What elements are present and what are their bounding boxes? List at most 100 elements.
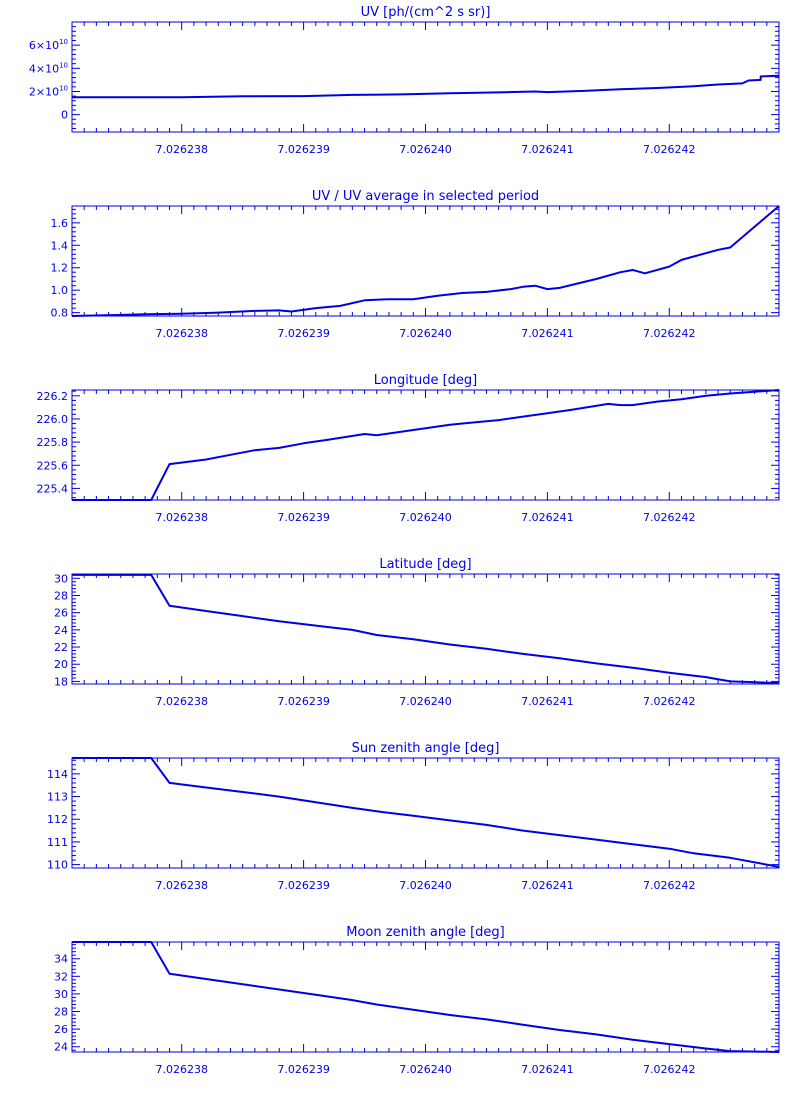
x-tick-label: 7.026238	[155, 327, 208, 340]
y-tick-label-exponent: 10	[59, 38, 68, 46]
y-tick-label-base: 0.8	[51, 307, 69, 320]
y-tick-label: 4×1010	[29, 61, 68, 75]
y-tick-label-base: 1.0	[51, 284, 69, 297]
y-tick-label: 24	[54, 624, 68, 637]
series-line	[71, 205, 780, 317]
x-tick-label: 7.026242	[643, 879, 696, 892]
y-tick-label: 226.0	[37, 413, 69, 426]
y-tick-label: 226.2	[37, 390, 69, 403]
y-tick-label: 225.4	[37, 482, 69, 495]
y-tick-label-base: 111	[47, 836, 68, 849]
series-line	[72, 573, 780, 685]
y-tick-label-base: 0	[61, 109, 68, 122]
y-tick-label-base: 26	[54, 607, 68, 620]
x-tick-label: 7.026238	[155, 143, 208, 156]
y-tick-label-base: 6×10	[29, 39, 59, 52]
y-tick-label: 111	[47, 836, 68, 849]
y-tick-label-base: 20	[54, 658, 68, 671]
y-tick-label: 28	[54, 1006, 68, 1019]
y-tick-label-base: 110	[47, 859, 68, 872]
y-tick-label: 30	[54, 572, 68, 585]
y-tick-label: 34	[54, 953, 68, 966]
y-tick-label-base: 32	[54, 970, 68, 983]
y-tick-label: 22	[54, 641, 68, 654]
x-tick-label: 7.026239	[277, 511, 330, 524]
y-tick-label-base: 22	[54, 641, 68, 654]
y-tick-label: 225.8	[37, 436, 69, 449]
x-tick-label: 7.026241	[521, 879, 574, 892]
x-tick-label: 7.026238	[155, 879, 208, 892]
y-tick-label-base: 114	[47, 768, 68, 781]
y-tick-label-base: 18	[54, 675, 68, 688]
y-tick-label: 2×1010	[29, 84, 68, 98]
x-tick-label: 7.026239	[277, 695, 330, 708]
x-tick-label: 7.026241	[521, 511, 574, 524]
x-tick-label: 7.026239	[277, 879, 330, 892]
y-tick-label: 1.4	[51, 239, 69, 252]
plot-panel-1: UV [ph/(cm^2 s sr)] 7.026238 7.026239 7.026…	[29, 5, 780, 156]
y-tick-label: 225.6	[37, 459, 69, 472]
x-tick-label: 7.026240	[399, 1063, 452, 1076]
y-tick-label-base: 34	[54, 953, 68, 966]
plot-panel-6: Moon zenith angle [deg] 7.026238 7.026239 7…	[54, 925, 780, 1076]
x-tick-label: 7.026239	[277, 143, 330, 156]
y-tick-label: 26	[54, 1023, 68, 1036]
y-tick-label-base: 26	[54, 1023, 68, 1036]
x-tick-label: 7.026240	[399, 327, 452, 340]
plot-title: UV / UV average in selected period	[312, 189, 539, 204]
x-tick-label: 7.026242	[643, 695, 696, 708]
x-tick-label: 7.026240	[399, 143, 452, 156]
y-tick-label-base: 2×10	[29, 85, 59, 98]
y-tick-label-base: 112	[47, 813, 68, 826]
x-tick-label: 7.026241	[521, 327, 574, 340]
y-tick-label: 26	[54, 607, 68, 620]
plot-panel-4: Latitude [deg] 7.026238 7.026239 7.026240 7.…	[54, 557, 780, 708]
series-line	[72, 389, 780, 501]
plot-frame	[71, 389, 780, 501]
x-tick-label: 7.026240	[399, 695, 452, 708]
y-tick-label: 20	[54, 658, 68, 671]
y-tick-label: 110	[47, 859, 68, 872]
series-line	[72, 941, 780, 1053]
y-tick-label-exponent: 10	[59, 61, 68, 69]
x-tick-label: 7.026242	[643, 327, 696, 340]
plot-title: Longitude [deg]	[374, 373, 477, 388]
x-tick-label: 7.026238	[155, 511, 208, 524]
x-tick-label: 7.026241	[521, 1063, 574, 1076]
plot-frame	[71, 757, 780, 869]
plot-title: Sun zenith angle [deg]	[352, 741, 500, 756]
y-tick-label-base: 24	[54, 624, 68, 637]
x-tick-label: 7.026241	[521, 695, 574, 708]
y-tick-label-base: 28	[54, 1006, 68, 1019]
plot-frame	[71, 205, 780, 317]
y-tick-label-base: 226.0	[37, 413, 69, 426]
y-tick-label-base: 225.4	[37, 482, 69, 495]
series-line	[72, 74, 780, 99]
y-tick-label-base: 1.4	[51, 239, 69, 252]
plot-title: Moon zenith angle [deg]	[346, 925, 504, 940]
y-tick-label-base: 226.2	[37, 390, 69, 403]
y-tick-label: 28	[54, 589, 68, 602]
y-tick-label: 32	[54, 970, 68, 983]
y-tick-label-base: 28	[54, 589, 68, 602]
series-line	[72, 757, 780, 868]
plot-panel-2: UV / UV average in selected period 7.0262…	[51, 189, 780, 340]
y-tick-label: 18	[54, 675, 68, 688]
x-tick-label: 7.026240	[399, 511, 452, 524]
x-tick-label: 7.026238	[155, 1063, 208, 1076]
x-tick-label: 7.026242	[643, 143, 696, 156]
y-tick-label: 0.8	[51, 307, 69, 320]
x-tick-label: 7.026240	[399, 879, 452, 892]
x-tick-label: 7.026239	[277, 327, 330, 340]
y-tick-label-base: 225.8	[37, 436, 69, 449]
y-tick-label-base: 24	[54, 1041, 68, 1054]
y-tick-label: 114	[47, 768, 68, 781]
y-tick-label: 30	[54, 988, 68, 1001]
y-tick-label-base: 1.2	[51, 262, 69, 275]
plot-frame	[71, 573, 780, 685]
plot-title: Latitude [deg]	[379, 557, 471, 572]
y-tick-label-base: 30	[54, 572, 68, 585]
y-tick-label: 1.0	[51, 284, 69, 297]
x-tick-label: 7.026242	[643, 1063, 696, 1076]
